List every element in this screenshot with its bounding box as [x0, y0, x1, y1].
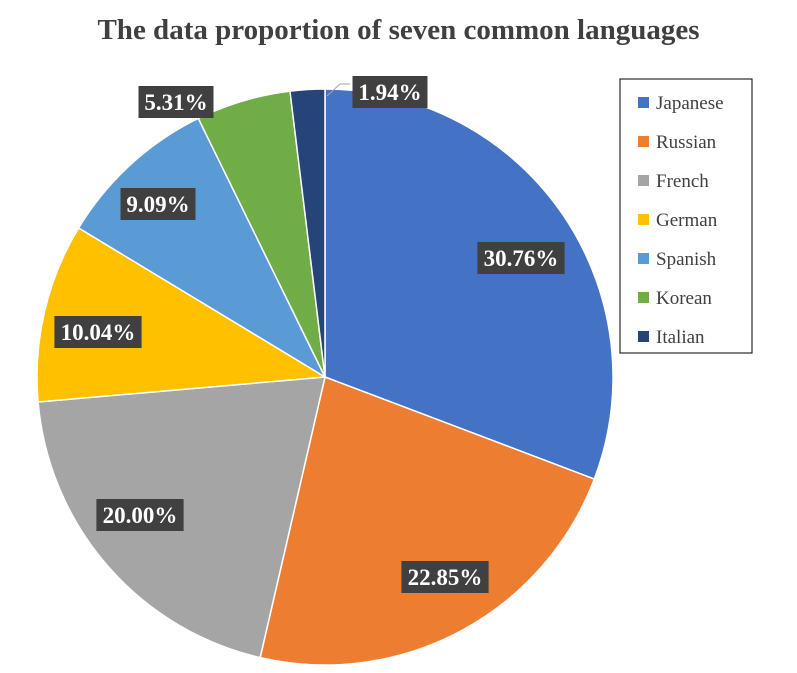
pie-slice-italian	[289, 88, 326, 378]
data-labels: 30.76% 22.85% 20.00% 10.04% 9.09% 5.31% 1.94%	[54, 76, 565, 593]
leader-line-italian	[326, 83, 350, 97]
data-label-text: 30.76%	[484, 246, 559, 271]
legend-label: Korean	[656, 288, 712, 309]
chart-title: The data proportion of seven common lang…	[97, 14, 700, 46]
data-label-box	[401, 561, 489, 593]
data-label-text: 20.00%	[103, 503, 178, 528]
data-label-russian: 22.85%	[401, 561, 489, 593]
legend-swatch	[638, 292, 649, 303]
legend-swatch	[638, 136, 649, 147]
legend-swatch	[638, 214, 649, 225]
data-label-box	[54, 316, 142, 348]
legend-item-russian: Russian	[638, 132, 717, 153]
legend-swatch	[638, 331, 649, 342]
data-label-box	[138, 86, 214, 118]
data-label-german: 10.04%	[54, 316, 142, 348]
leader-lines	[326, 83, 350, 97]
data-label-box	[352, 76, 428, 108]
pie-slice-spanish	[77, 117, 327, 379]
data-label-box	[96, 499, 184, 531]
legend-label: Italian	[656, 327, 705, 348]
data-label-japanese: 30.76%	[477, 242, 565, 274]
data-label-text: 9.09%	[126, 192, 189, 217]
legend-label: Spanish	[656, 249, 717, 270]
data-label-french: 20.00%	[96, 499, 184, 531]
data-label-korean: 5.31%	[138, 86, 214, 118]
legend-label: French	[656, 171, 709, 192]
data-label-text: 10.04%	[61, 320, 136, 345]
data-label-text: 22.85%	[408, 565, 483, 590]
data-label-italian: 1.94%	[352, 76, 428, 108]
pie-slice-german	[36, 226, 328, 403]
legend-label: Japanese	[656, 93, 724, 114]
legend-item-german: German	[638, 210, 718, 231]
legend-item-japanese: Japanese	[638, 93, 724, 114]
legend-label: Russian	[656, 132, 717, 153]
legend-item-french: French	[638, 171, 709, 192]
legend: Japanese Russian French German Spanish Korean…	[619, 78, 753, 354]
legend-item-italian: Italian	[638, 327, 705, 348]
legend-swatch	[638, 97, 649, 108]
data-label-text: 1.94%	[358, 80, 421, 105]
legend-item-korean: Korean	[638, 288, 712, 309]
data-label-box	[477, 242, 565, 274]
legend-swatch	[638, 175, 649, 186]
data-label-text: 5.31%	[144, 90, 207, 115]
data-label-box	[120, 188, 196, 220]
data-label-spanish: 9.09%	[120, 188, 196, 220]
pie-slices	[36, 88, 614, 666]
legend-swatch	[638, 253, 649, 264]
pie-slice-russian	[259, 375, 596, 666]
legend-item-spanish: Spanish	[638, 249, 717, 270]
legend-label: German	[656, 210, 718, 231]
